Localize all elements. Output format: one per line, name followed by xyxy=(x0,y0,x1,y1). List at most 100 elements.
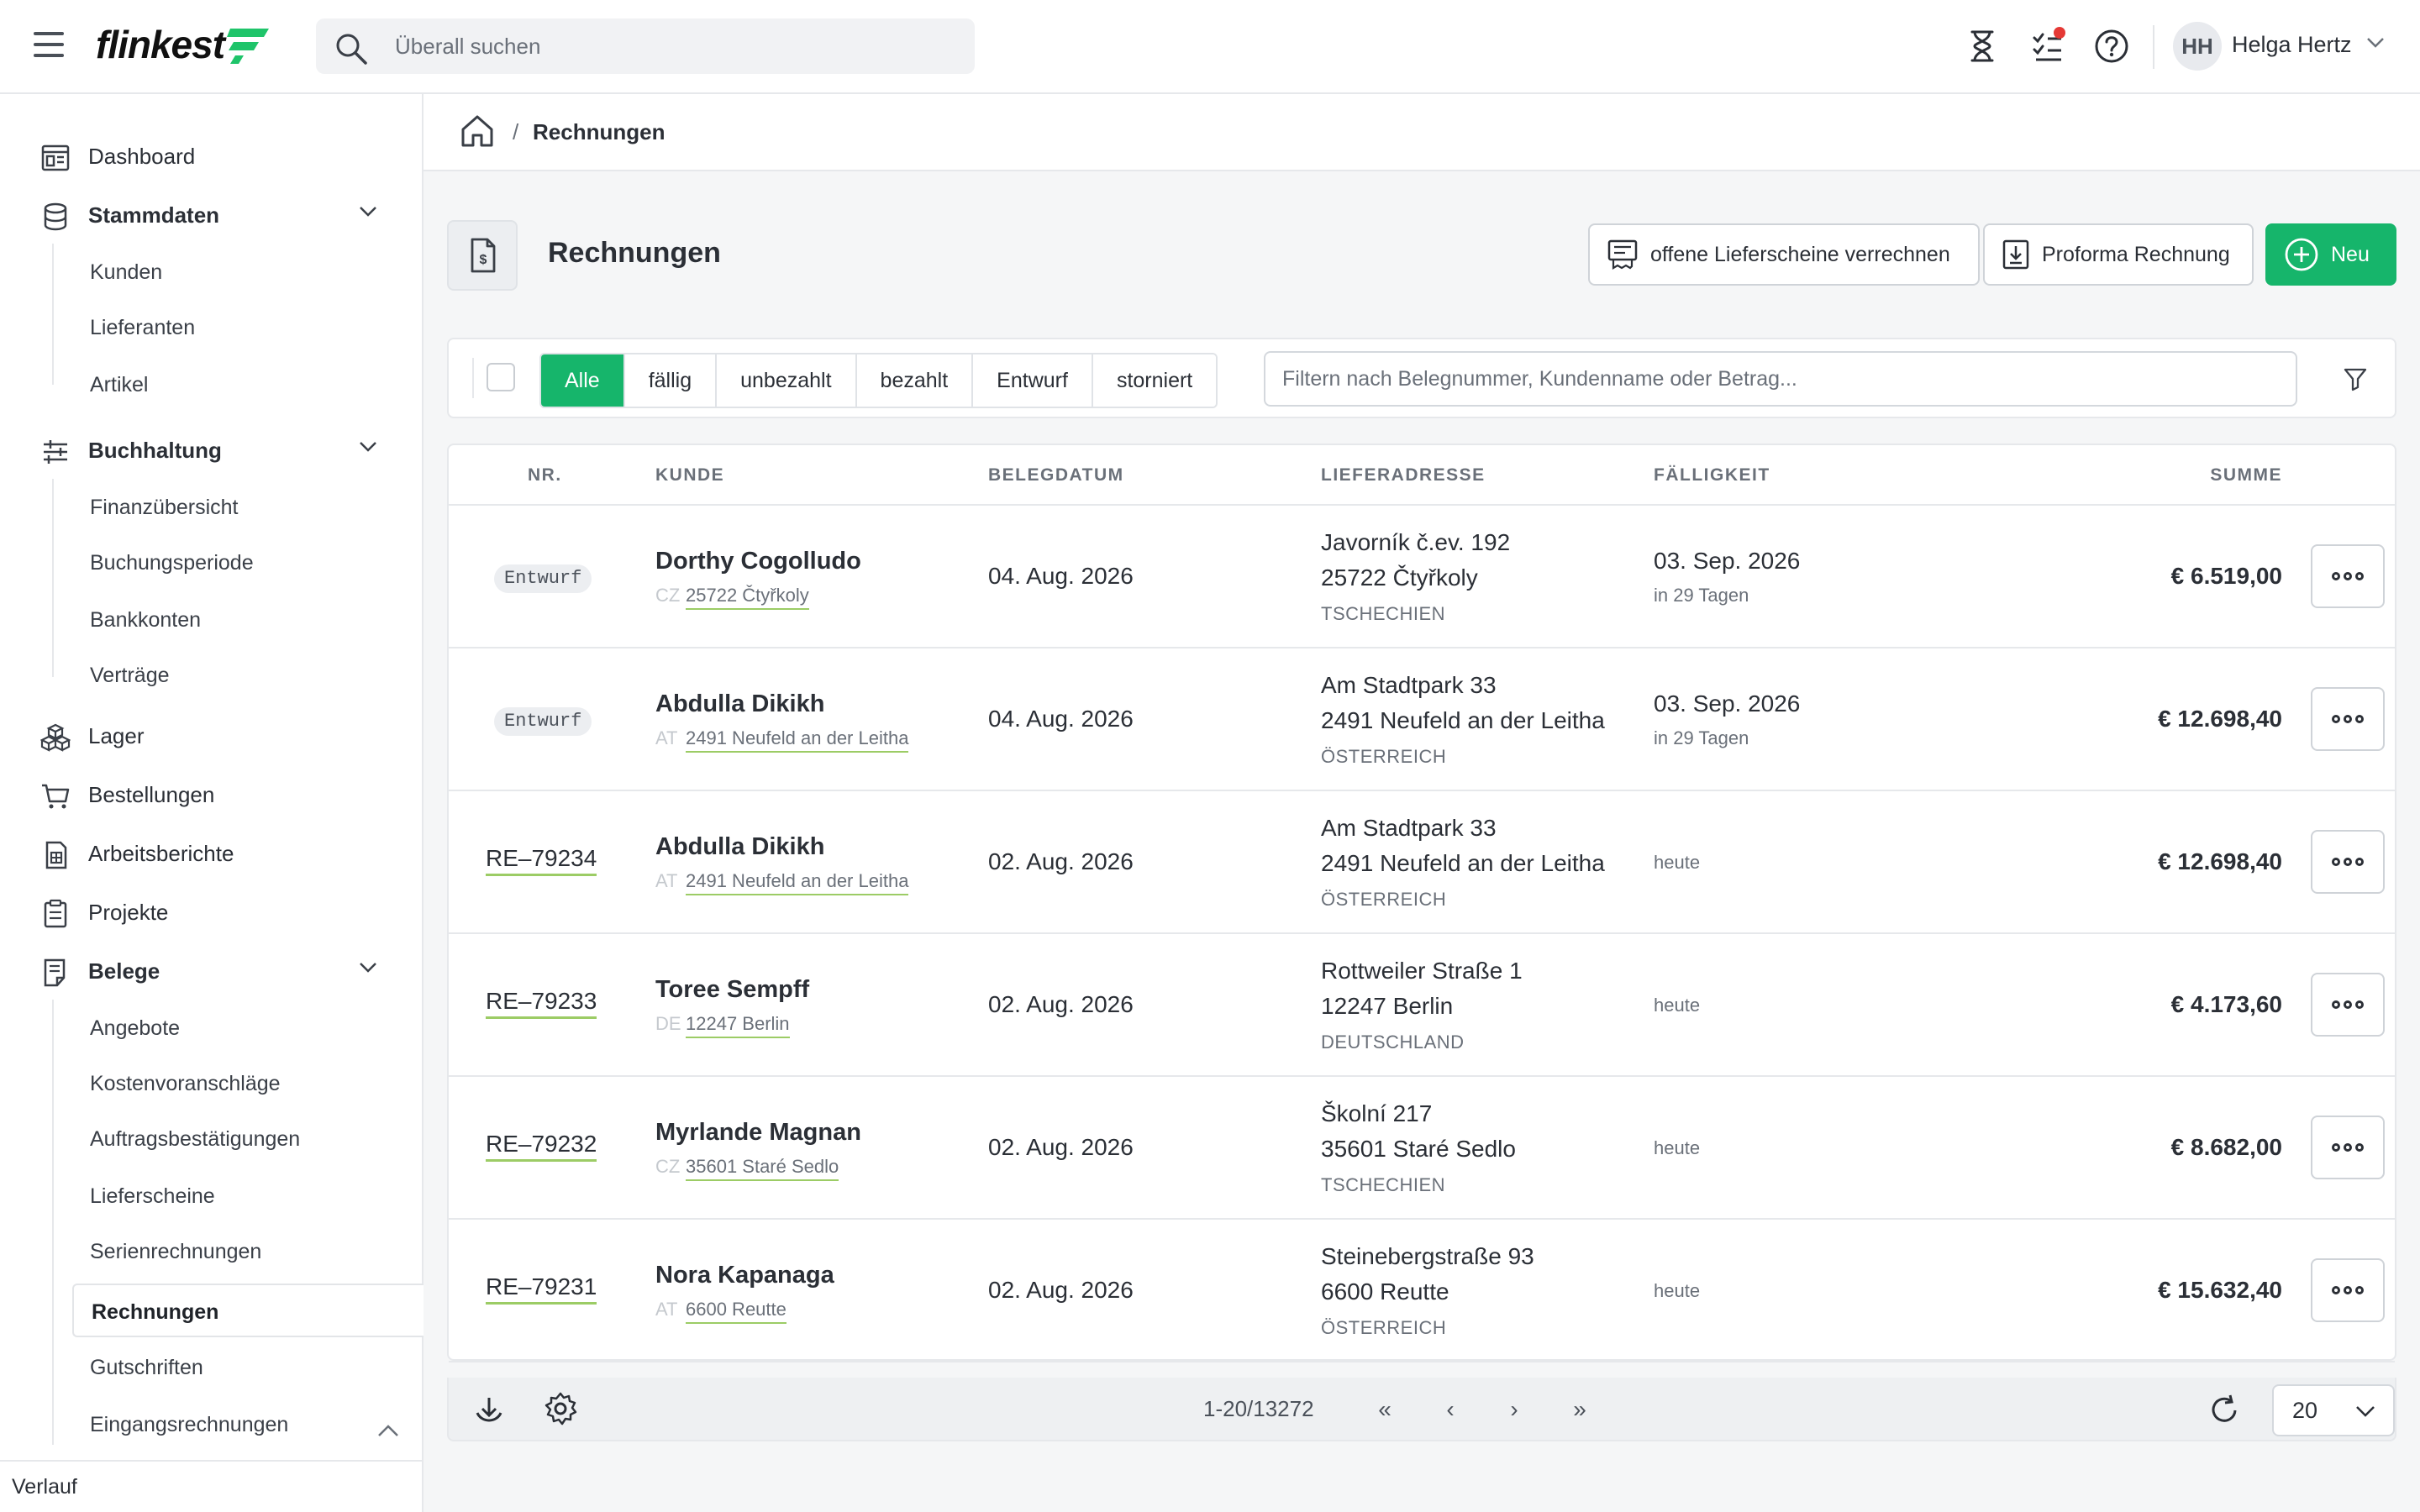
tab-bezahlt[interactable]: bezahlt xyxy=(856,354,974,407)
invoice-number-link[interactable]: RE–79232 xyxy=(486,1131,597,1162)
download-icon[interactable] xyxy=(472,1393,506,1426)
sidebar-item-buchungsperiode[interactable]: Buchungsperiode xyxy=(0,539,422,586)
tab-alle[interactable]: Alle xyxy=(541,354,625,407)
sidebar-item-artikel[interactable]: Artikel xyxy=(0,361,422,408)
more-options-button[interactable] xyxy=(2311,1116,2385,1179)
page-size-select[interactable]: 20 xyxy=(2272,1384,2395,1436)
sidebar-item-lager[interactable]: Lager xyxy=(0,711,422,761)
filter-input[interactable] xyxy=(1264,351,2297,407)
address-country: ÖSTERREICH xyxy=(1321,746,1447,767)
table-row[interactable]: Entwurf Abdulla Dikikh AT 2491 Neufeld a… xyxy=(449,648,2395,791)
sidebar-item-finanzuebersicht[interactable]: Finanzübersicht xyxy=(0,484,422,531)
header-faelligkeit[interactable]: FÄLLIGKEIT xyxy=(1654,465,1770,485)
sidebar-item-bankkonten[interactable]: Bankkonten xyxy=(0,596,422,643)
sidebar-item-kostenvoranschlaege[interactable]: Kostenvoranschläge xyxy=(0,1060,422,1107)
table-row[interactable]: RE–79233 Toree Sempff DE 12247 Berlin 02… xyxy=(449,934,2395,1077)
customer-name[interactable]: Dorthy Cogolludo xyxy=(655,548,861,575)
invoice-number-link[interactable]: RE–79231 xyxy=(486,1273,597,1305)
sidebar-item-arbeitsberichte[interactable]: Arbeitsberichte xyxy=(0,828,422,879)
header-lieferadresse[interactable]: LIEFERADRESSE xyxy=(1321,465,1486,485)
more-options-button[interactable] xyxy=(2311,544,2385,608)
customer-name[interactable]: Toree Sempff xyxy=(655,976,810,1003)
proforma-invoice-button[interactable]: Proforma Rechnung xyxy=(1983,223,2254,286)
last-page-button[interactable]: » xyxy=(1573,1396,1586,1422)
table-row[interactable]: RE–79231 Nora Kapanaga AT 6600 Reutte 02… xyxy=(449,1220,2395,1362)
logo[interactable]: flinkest xyxy=(96,23,225,66)
tab-unbezahlt[interactable]: unbezahlt xyxy=(717,354,857,407)
invoice-date: 02. Aug. 2026 xyxy=(988,991,1134,1017)
sidebar-item-vertraege[interactable]: Verträge xyxy=(0,652,422,699)
more-options-button[interactable] xyxy=(2311,687,2385,751)
chevron-down-icon[interactable] xyxy=(358,205,378,218)
next-page-button[interactable]: › xyxy=(1510,1396,1518,1422)
invoice-number-link[interactable]: RE–79233 xyxy=(486,988,597,1019)
header-summe[interactable]: SUMME xyxy=(2210,465,2282,485)
more-options-button[interactable] xyxy=(2311,830,2385,894)
sidebar-item-label: Dashboard xyxy=(88,143,196,169)
hourglass-icon[interactable] xyxy=(1961,25,2003,67)
customer-country: AT xyxy=(655,870,678,891)
customer-city-link[interactable]: 12247 Berlin xyxy=(686,1013,790,1038)
filter-icon[interactable] xyxy=(2343,366,2368,391)
customer-name[interactable]: Abdulla Dikikh xyxy=(655,690,825,717)
sidebar-item-auftragsbestaetigungen[interactable]: Auftragsbestätigungen xyxy=(0,1116,422,1163)
settings-icon[interactable] xyxy=(543,1391,578,1426)
tab-entwurf[interactable]: Entwurf xyxy=(973,354,1093,407)
chevron-down-icon[interactable] xyxy=(358,961,378,974)
tab-faellig[interactable]: fällig xyxy=(624,354,718,407)
chevron-down-icon[interactable] xyxy=(358,440,378,454)
sidebar-item-lieferanten[interactable]: Lieferanten xyxy=(0,304,422,351)
first-page-button[interactable]: « xyxy=(1378,1396,1392,1422)
sidebar-item-gutschriften[interactable]: Gutschriften xyxy=(0,1344,422,1391)
chevron-up-icon[interactable] xyxy=(376,1423,400,1438)
customer-city-link[interactable]: 6600 Reutte xyxy=(686,1299,786,1324)
sidebar-item-buchhaltung[interactable]: Buchhaltung xyxy=(0,425,422,475)
due-relative: in 29 Tagen xyxy=(1654,585,1749,606)
sidebar-item-label: Belege xyxy=(88,958,160,984)
customer-city-link[interactable]: 2491 Neufeld an der Leitha xyxy=(686,870,909,895)
chevron-down-icon xyxy=(2356,1406,2375,1417)
sidebar-item-stammdaten[interactable]: Stammdaten xyxy=(0,190,422,240)
table-row[interactable]: RE–79234 Abdulla Dikikh AT 2491 Neufeld … xyxy=(449,791,2395,934)
table-row[interactable]: RE–79232 Myrlande Magnan CZ 35601 Staré … xyxy=(449,1077,2395,1220)
sidebar-item-rechnungen[interactable]: Rechnungen xyxy=(72,1284,424,1337)
sidebar-item-kunden[interactable]: Kunden xyxy=(0,249,422,296)
sidebar-item-eingangsrechnungen[interactable]: Eingangsrechnungen xyxy=(0,1401,422,1448)
table-row[interactable]: Entwurf Dorthy Cogolludo CZ 25722 Čtyřko… xyxy=(449,506,2395,648)
avatar[interactable]: HH xyxy=(2173,22,2222,71)
sidebar-item-serienrechnungen[interactable]: Serienrechnungen xyxy=(0,1228,422,1275)
open-delivery-notes-button[interactable]: offene Lieferscheine verrechnen xyxy=(1588,223,1980,286)
header-nr[interactable]: NR. xyxy=(528,465,562,485)
search-input[interactable] xyxy=(395,18,950,74)
menu-icon[interactable] xyxy=(34,32,64,57)
tab-storniert[interactable]: storniert xyxy=(1092,354,1217,407)
sidebar-item-belege[interactable]: Belege xyxy=(0,946,422,996)
invoice-number-link[interactable]: RE–79234 xyxy=(486,845,597,876)
customer-city-link[interactable]: 2491 Neufeld an der Leitha xyxy=(686,727,909,753)
customer-city-link[interactable]: 25722 Čtyřkoly xyxy=(686,585,809,610)
sidebar-item-bestellungen[interactable]: Bestellungen xyxy=(0,769,422,820)
chevron-down-icon[interactable] xyxy=(2366,37,2385,49)
customer-name[interactable]: Myrlande Magnan xyxy=(655,1119,861,1146)
customer-name[interactable]: Abdulla Dikikh xyxy=(655,833,825,860)
checklist-icon[interactable] xyxy=(2027,25,2069,67)
more-options-button[interactable] xyxy=(2311,973,2385,1037)
sidebar-item-angebote[interactable]: Angebote xyxy=(0,1005,422,1052)
history-panel[interactable]: Verlauf xyxy=(0,1460,422,1512)
sidebar-item-projekte[interactable]: Projekte xyxy=(0,887,422,937)
global-search[interactable] xyxy=(316,18,975,74)
sidebar-item-dashboard[interactable]: Dashboard xyxy=(0,131,422,181)
new-invoice-button[interactable]: Neu xyxy=(2265,223,2396,286)
prev-page-button[interactable]: ‹ xyxy=(1446,1396,1455,1422)
header-kunde[interactable]: KUNDE xyxy=(655,465,725,485)
more-options-button[interactable] xyxy=(2311,1258,2385,1322)
sidebar-item-lieferscheine[interactable]: Lieferscheine xyxy=(0,1173,422,1220)
help-icon[interactable] xyxy=(2091,25,2133,67)
customer-city-link[interactable]: 35601 Staré Sedlo xyxy=(686,1156,839,1181)
user-name[interactable]: Helga Hertz xyxy=(2232,32,2352,57)
home-icon[interactable] xyxy=(459,113,496,150)
select-all-checkbox[interactable] xyxy=(487,363,515,391)
customer-name[interactable]: Nora Kapanaga xyxy=(655,1262,834,1289)
refresh-icon[interactable] xyxy=(2207,1393,2242,1428)
header-belegdatum[interactable]: BELEGDATUM xyxy=(988,465,1124,485)
